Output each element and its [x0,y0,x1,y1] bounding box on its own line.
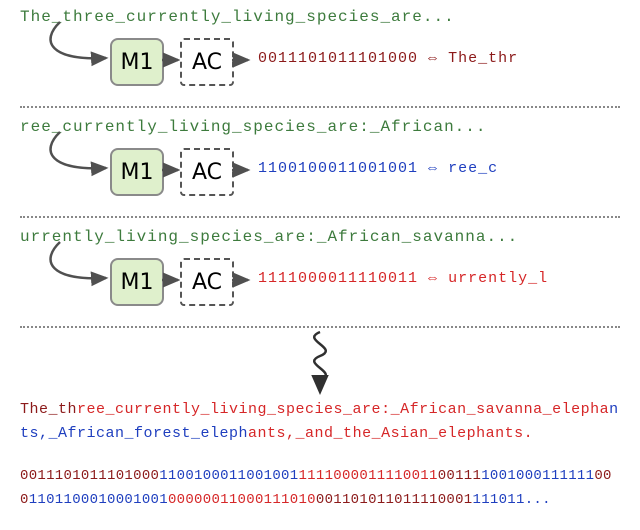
bitstream-segment: 111011... [473,492,551,508]
output-1: 0011101011101000 ⇔ The_thr [258,50,518,67]
para-segment: ants,_and_the_Asian_elephants. [248,425,533,442]
bitstream-segment: 1001000111111 [481,468,594,484]
m1-box-1: M1 [110,38,164,86]
squiggle-arrow-down [290,330,350,396]
equiv-icon: ⇔ [428,160,438,177]
arrow-ctx-to-m1-3 [20,236,120,302]
bits-2: 1100100011001001 [258,160,418,177]
para-segment: ree_currently_living_species_are:_Africa… [77,401,609,418]
arrow-ac-out-2 [232,166,252,176]
arrow-ac-out-3 [232,276,252,286]
bitstream-segment: 1111000011110011 [298,468,437,484]
bitstream-segment: 0011101011101000 [20,468,159,484]
arrow-m1-ac-1 [162,56,182,66]
ac-box-3: AC [180,258,234,306]
separator-1 [20,106,620,108]
bits-3: 1111000011110011 [258,270,418,287]
arrow-ac-out-1 [232,56,252,66]
equiv-icon: ⇔ [428,50,438,67]
arrow-m1-ac-3 [162,276,182,286]
bitstream-segment: 1100100011001001 [159,468,298,484]
tok-1: The_thr [448,50,518,67]
ac-box-2: AC [180,148,234,196]
arrow-ctx-to-m1-2 [20,126,120,192]
arrow-ctx-to-m1-1 [20,16,120,82]
para-segment: The_th [20,401,77,418]
m1-box-2: M1 [110,148,164,196]
ac-box-1: AC [180,38,234,86]
arrow-m1-ac-2 [162,166,182,176]
bitstream-segment: 001101011011110001 [316,492,473,508]
output-2: 1100100011001001 ⇔ ree_c [258,160,498,177]
bits-1: 0011101011101000 [258,50,418,67]
bitstream-segment: 1101100010001001 [29,492,168,508]
separator-2 [20,216,620,218]
tok-2: ree_c [448,160,498,177]
bitstream-segment: 00111 [438,468,482,484]
bitstream: 0011101011101000110010001100100111110000… [20,464,620,512]
bitstream-segment: 00000011000111010 [168,492,316,508]
separator-3 [20,326,620,328]
tok-3: urrently_l [448,270,548,287]
equiv-icon: ⇔ [428,270,438,287]
output-3: 1111000011110011 ⇔ urrently_l [258,270,548,287]
reconstructed-paragraph: The_three_currently_living_species_are:_… [20,398,620,446]
m1-box-3: M1 [110,258,164,306]
